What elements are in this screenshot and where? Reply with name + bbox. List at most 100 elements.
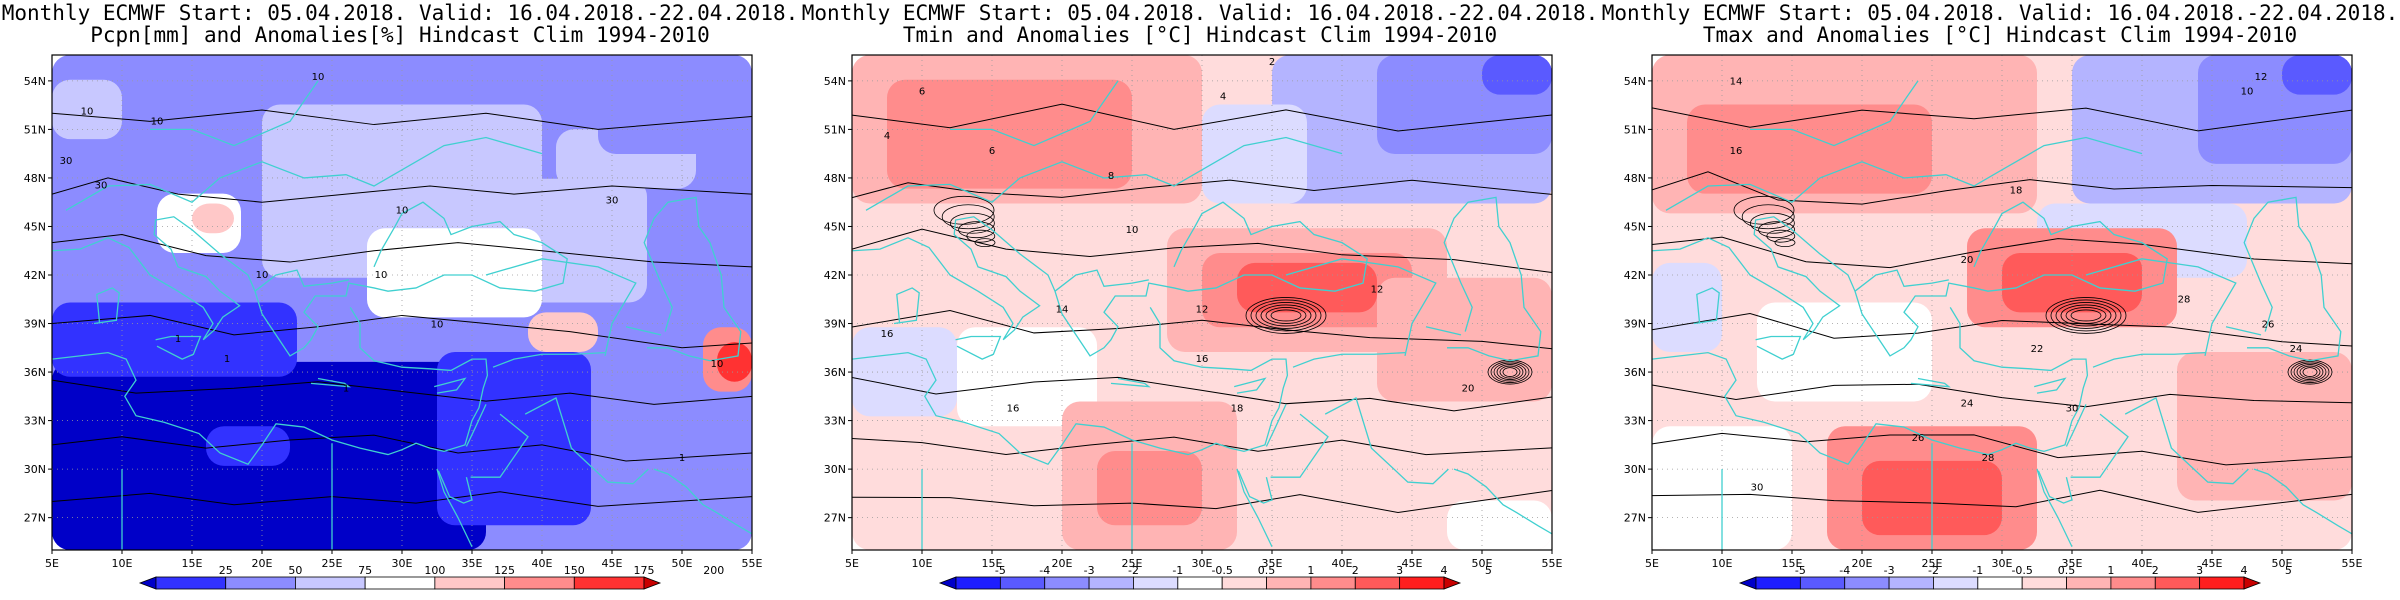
contour-line <box>949 212 995 234</box>
shaded-region <box>437 352 591 526</box>
shaded-region <box>192 203 234 234</box>
lon-label: 50E <box>1472 557 1493 570</box>
lat-label: 39N <box>1624 318 1646 331</box>
panel-title-line2: Pcpn[mm] and Anomalies[%] Hindcast Clim … <box>90 23 710 47</box>
panel-title-line1: Monthly ECMWF Start: 05.04.2018. Valid: … <box>1601 1 2399 25</box>
colorbar-segment <box>1266 576 1312 590</box>
colorbar-label: 200 <box>703 564 724 577</box>
colorbar-segment <box>1799 576 1846 590</box>
contour-label: 16 <box>1007 403 1020 414</box>
contour-line <box>1652 236 2352 269</box>
contour-label: 26 <box>1912 433 1925 444</box>
coastline <box>1292 351 1406 368</box>
lat-label: 33N <box>1624 415 1646 428</box>
contour-line <box>2070 309 2102 322</box>
lon-label: 25E <box>1122 557 1143 570</box>
shaded-region <box>206 426 290 466</box>
map-field: 2 4 6 4 6 8 10 12 12 14 16 16 18 16 20 <box>852 55 1552 550</box>
contour-line <box>1652 432 2352 466</box>
lon-label: 25E <box>322 557 343 570</box>
colorbar-segment <box>1888 576 1934 590</box>
contour-line <box>1270 309 1302 322</box>
coastline <box>52 201 568 357</box>
lat-label: 51N <box>1624 123 1646 136</box>
coastline <box>2065 404 2087 447</box>
coastline <box>2243 196 2342 362</box>
coastline <box>1652 307 2089 466</box>
coastline <box>254 269 349 292</box>
colorbar-label: 125 <box>494 564 515 577</box>
colorbar-label: -2 <box>1928 564 1939 577</box>
lon-label: 15E <box>982 557 1003 570</box>
colorbar-max-arrow <box>643 576 662 590</box>
coastline <box>485 258 637 357</box>
lon-label: 40E <box>2132 557 2153 570</box>
contour-line <box>2299 365 2321 379</box>
colorbar-label: -5 <box>1795 564 1806 577</box>
coastline <box>1443 196 1542 362</box>
lon-label: 20E <box>252 557 273 570</box>
coastline <box>524 397 649 485</box>
coastline <box>2037 470 2073 504</box>
coastline <box>470 413 529 478</box>
contour-label: 10 <box>1126 225 1139 236</box>
contour-label: 4 <box>884 131 890 142</box>
colorbar-segment <box>2066 576 2112 590</box>
coastline <box>1910 377 1951 388</box>
contour-label: 6 <box>989 146 995 157</box>
colorbar-label: 25 <box>219 564 233 577</box>
lon-label: 5E <box>845 557 859 570</box>
contour-label: 12 <box>1371 285 1384 296</box>
lon-label: 5E <box>45 557 59 570</box>
coastline <box>643 196 742 362</box>
colorbar-segment <box>1399 576 1445 590</box>
shaded-region <box>1097 451 1202 526</box>
contour-line <box>1499 365 1521 379</box>
contour-label: 16 <box>881 329 894 340</box>
panel-title-line1: Monthly ECMWF Start: 05.04.2018. Valid: … <box>1 1 799 25</box>
coastline <box>1234 377 1267 394</box>
contour-line <box>2296 364 2324 380</box>
lon-label: 30E <box>392 557 413 570</box>
contour-line <box>852 436 1552 456</box>
contour-line <box>1260 304 1312 327</box>
contour-label: 18 <box>2010 186 2023 197</box>
lon-label: 15E <box>1782 557 1803 570</box>
colorbar-label: -3 <box>1084 564 1095 577</box>
contour-label: 28 <box>1982 453 1995 464</box>
contour-label: 24 <box>1961 398 1974 409</box>
lon-label: 40E <box>1332 557 1353 570</box>
coastline <box>155 335 202 360</box>
contour-line <box>1496 364 1524 380</box>
lat-label: 30N <box>1624 463 1646 476</box>
lon-label: 40E <box>532 557 553 570</box>
contour-line <box>52 379 752 405</box>
coastline <box>2225 326 2262 336</box>
coastline <box>625 326 662 336</box>
colorbar-label: 0.5 <box>2058 564 2076 577</box>
colorbar-segment <box>1977 576 2023 590</box>
contour-label: 12 <box>1196 304 1209 315</box>
shaded-region <box>852 327 957 417</box>
lon-label: 10E <box>912 557 933 570</box>
lat-label: 54N <box>1624 75 1646 88</box>
coastline <box>434 377 467 394</box>
contour-label: 10 <box>151 116 164 127</box>
lat-label: 30N <box>824 463 846 476</box>
contour-label: 1 <box>175 334 181 345</box>
contour-label: 26 <box>2262 319 2275 330</box>
colorbar-max-arrow <box>1443 576 1462 590</box>
contour-line <box>52 109 752 130</box>
contour-label: 30 <box>606 196 619 207</box>
colorbar-segment <box>1133 576 1179 590</box>
colorbar-segment <box>434 576 505 590</box>
colorbar-segment <box>1354 576 1401 590</box>
contour-label: 30 <box>2066 403 2079 414</box>
coastline <box>1652 201 2168 357</box>
lon-label: 55E <box>742 557 763 570</box>
coastline <box>2092 351 2206 368</box>
contour-label: 30 <box>95 181 108 192</box>
lat-label: 39N <box>824 318 846 331</box>
shaded-region <box>957 327 1097 427</box>
